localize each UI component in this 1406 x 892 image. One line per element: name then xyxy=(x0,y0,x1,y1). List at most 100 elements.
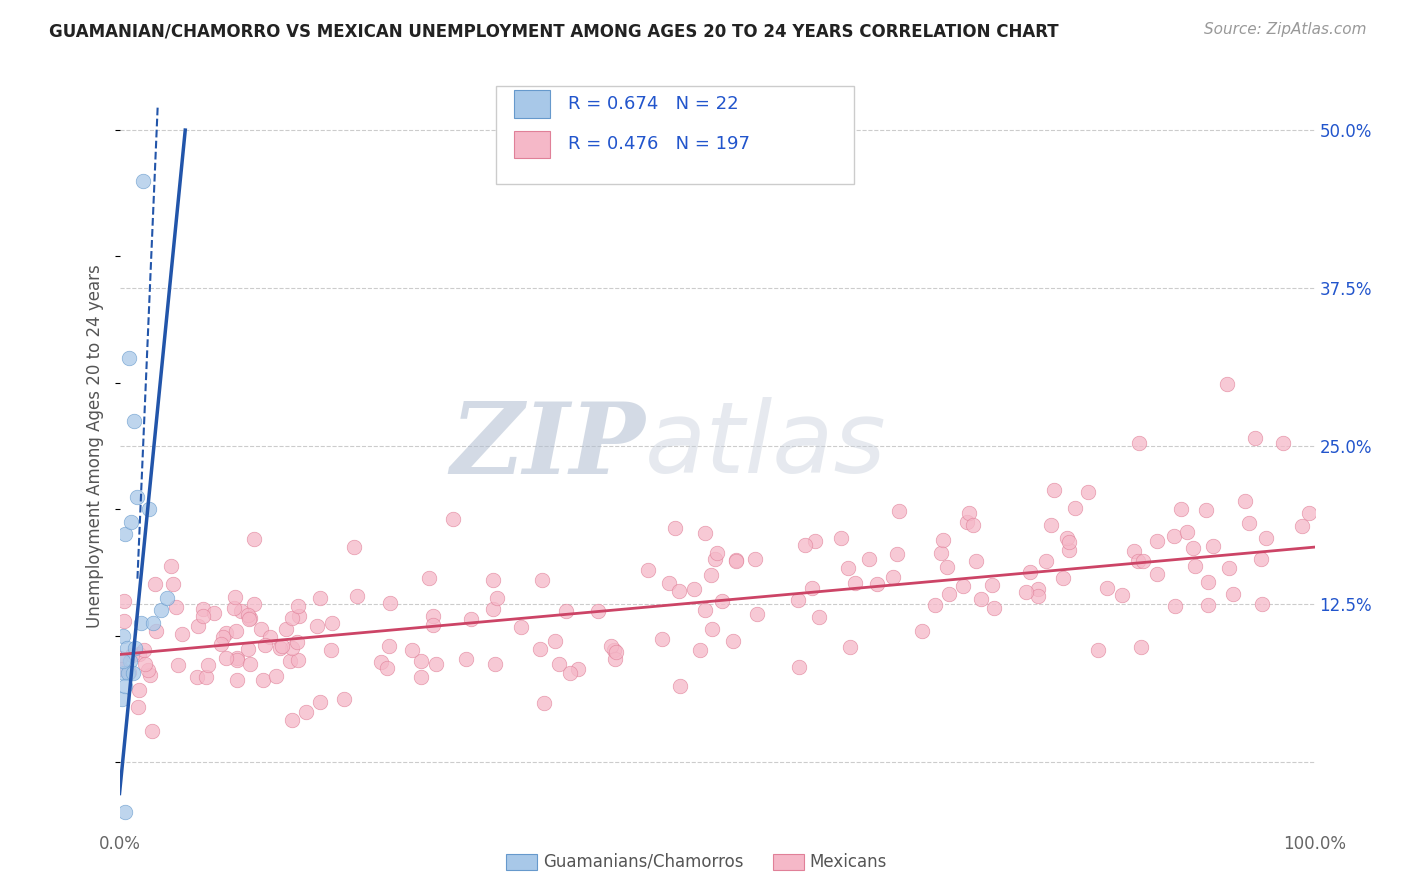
Text: Mexicans: Mexicans xyxy=(810,853,887,871)
Point xyxy=(1181,541,1204,555)
Point xyxy=(682,582,704,597)
Point xyxy=(689,642,711,657)
Point xyxy=(242,532,264,546)
Point xyxy=(787,660,810,674)
Point xyxy=(114,805,136,820)
Point xyxy=(242,597,264,611)
Bar xyxy=(515,130,550,158)
Point xyxy=(342,540,364,554)
Point xyxy=(1128,554,1150,568)
Point xyxy=(346,589,368,603)
Point xyxy=(588,604,610,618)
Point xyxy=(1077,485,1099,500)
Point xyxy=(1175,524,1198,539)
Point xyxy=(191,602,214,616)
Bar xyxy=(496,86,855,185)
Point xyxy=(418,571,440,585)
Point xyxy=(411,654,433,668)
Point xyxy=(128,682,150,697)
Point xyxy=(112,654,135,668)
Point xyxy=(224,591,246,605)
Point xyxy=(425,657,447,671)
Point xyxy=(225,651,247,665)
Point xyxy=(229,605,252,619)
Point xyxy=(1222,587,1244,601)
Point xyxy=(122,414,145,428)
Point xyxy=(664,521,686,535)
Point xyxy=(700,623,723,637)
Point xyxy=(380,596,402,610)
Point xyxy=(700,567,723,582)
Bar xyxy=(515,90,550,118)
Point xyxy=(1132,554,1154,568)
Point xyxy=(1128,436,1150,450)
Point xyxy=(830,531,852,545)
Point xyxy=(308,694,330,708)
Point xyxy=(411,670,433,684)
Point xyxy=(1026,582,1049,596)
Point xyxy=(1026,589,1049,603)
Point xyxy=(1256,531,1278,545)
Point xyxy=(866,576,889,591)
Point xyxy=(544,634,567,648)
Point xyxy=(333,692,356,706)
Point xyxy=(962,518,984,533)
Point xyxy=(1197,575,1219,590)
Point xyxy=(529,642,551,657)
Point xyxy=(259,630,281,644)
Point xyxy=(721,633,744,648)
Point xyxy=(560,665,582,680)
Point xyxy=(281,713,304,727)
Point xyxy=(139,668,162,682)
Point xyxy=(118,665,141,679)
Point xyxy=(238,612,260,626)
Point xyxy=(215,626,238,640)
Point xyxy=(704,552,727,566)
Point xyxy=(1250,597,1272,611)
Point xyxy=(669,679,692,693)
Point xyxy=(252,673,274,687)
Point xyxy=(1015,584,1038,599)
Point xyxy=(114,527,136,541)
Point xyxy=(127,700,149,714)
Point xyxy=(112,628,135,642)
Point xyxy=(226,673,249,688)
Point xyxy=(1271,436,1294,450)
Point xyxy=(108,650,131,665)
Point xyxy=(287,599,309,613)
Point xyxy=(510,619,533,633)
Point xyxy=(1095,581,1118,595)
Point xyxy=(239,657,262,671)
Point xyxy=(983,601,1005,615)
Point xyxy=(1216,376,1239,391)
Point xyxy=(321,642,343,657)
Point xyxy=(236,641,259,656)
Point xyxy=(1056,531,1078,545)
Point xyxy=(253,638,276,652)
Point xyxy=(209,637,232,651)
Point xyxy=(124,641,146,656)
Point xyxy=(952,579,974,593)
Text: Source: ZipAtlas.com: Source: ZipAtlas.com xyxy=(1204,22,1367,37)
Point xyxy=(1298,506,1320,520)
Point xyxy=(1197,598,1219,612)
Point xyxy=(112,666,135,681)
Point xyxy=(603,651,626,665)
Y-axis label: Unemployment Among Ages 20 to 24 years: Unemployment Among Ages 20 to 24 years xyxy=(86,264,104,628)
Point xyxy=(936,560,959,574)
Point xyxy=(111,691,134,706)
Point xyxy=(970,592,993,607)
Point xyxy=(112,594,135,608)
Point xyxy=(239,611,262,625)
Point xyxy=(858,551,880,566)
Point xyxy=(159,559,181,574)
Point xyxy=(956,515,979,529)
Point xyxy=(724,552,747,566)
Point xyxy=(1122,544,1144,558)
Point xyxy=(132,642,155,657)
Text: ZIP: ZIP xyxy=(450,398,645,494)
Point xyxy=(134,657,156,672)
Point xyxy=(693,602,716,616)
Point xyxy=(1040,517,1063,532)
Point xyxy=(929,546,952,560)
